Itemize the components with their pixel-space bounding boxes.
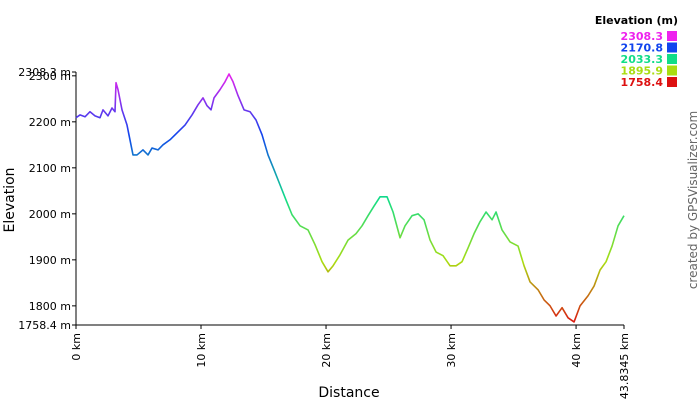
legend-swatch: [667, 54, 677, 64]
x-tick-label: 30 km: [445, 333, 458, 368]
legend-swatch: [667, 42, 677, 53]
legend-label: 1758.4: [621, 76, 664, 89]
legend-label: 1895.9: [621, 65, 663, 78]
credit: created by GPSVisualizer.com: [686, 111, 700, 289]
legend-title: Elevation (m): [595, 14, 678, 27]
y-tick-label: 2200 m: [29, 116, 71, 129]
legend-label: 2308.3: [621, 30, 663, 43]
x-tick-label: 20 km: [320, 333, 333, 368]
x-axis-label: Distance: [318, 385, 379, 400]
y-tick-label: 1758.4 m: [18, 319, 71, 332]
x-tick-label: 43.8345 km: [618, 333, 631, 399]
legend-swatch: [667, 77, 677, 87]
y-tick-label: 2308.3 m: [18, 66, 71, 79]
legend-label: 2170.8: [621, 42, 663, 55]
legend-swatch: [667, 31, 677, 41]
x-tick-label: 0 km: [70, 333, 83, 361]
legend-swatch: [667, 65, 677, 76]
x-tick-label: 10 km: [195, 333, 208, 368]
x-tick-label: 40 km: [570, 333, 583, 368]
elevation-line: [75, 73, 625, 323]
y-tick-label: 2000 m: [29, 208, 71, 221]
y-axis-label: Elevation: [2, 167, 18, 232]
legend-label: 2033.3: [621, 53, 663, 66]
y-tick-label: 2100 m: [29, 162, 71, 175]
y-tick-label: 2300 m: [29, 70, 71, 83]
y-tick-label: 1900 m: [29, 254, 71, 267]
y-tick-label: 1800 m: [29, 300, 71, 313]
